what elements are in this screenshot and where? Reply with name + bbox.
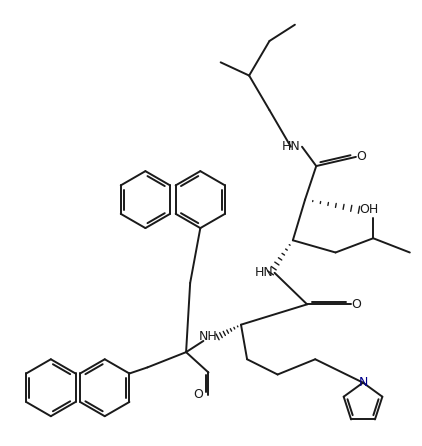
Text: NH: NH (199, 330, 218, 343)
Text: HN: HN (281, 140, 300, 153)
Text: HN: HN (255, 266, 274, 279)
Text: N: N (358, 376, 368, 389)
Text: O: O (356, 150, 366, 163)
Text: O: O (351, 298, 361, 311)
Text: O: O (193, 388, 203, 401)
Text: OH: OH (360, 203, 379, 216)
